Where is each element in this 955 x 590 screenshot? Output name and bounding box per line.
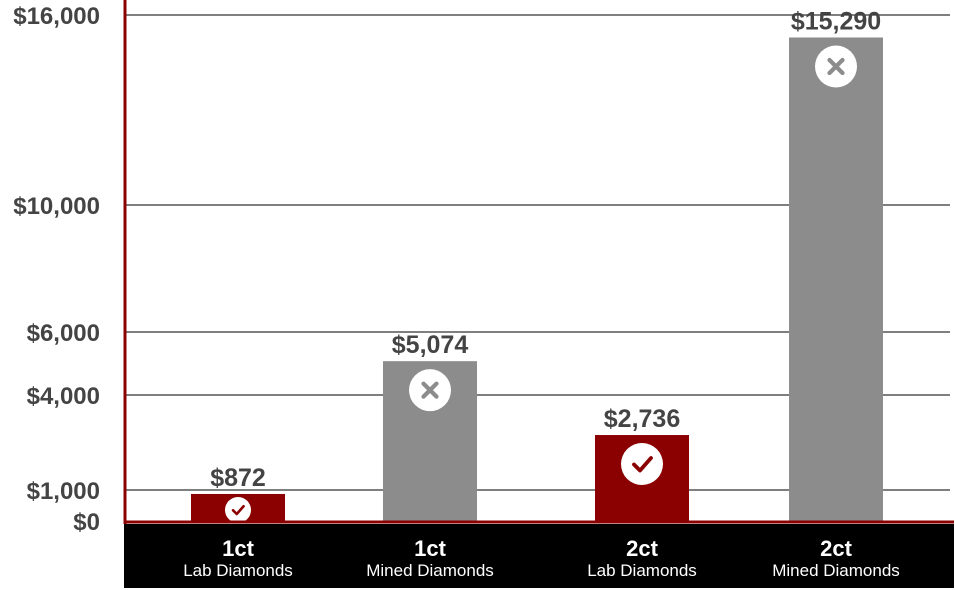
bars: $872 $5,074 $2,736 $15,290 xyxy=(191,7,883,523)
category-label-main: 1ct xyxy=(414,536,446,561)
category-label-sub: Lab Diamonds xyxy=(587,561,697,580)
category-label-sub: Mined Diamonds xyxy=(366,561,494,580)
category-band-background xyxy=(124,524,954,588)
y-tick-label: $1,000 xyxy=(27,478,100,505)
bar-value-label: $15,290 xyxy=(791,7,881,35)
y-tick-label: $16,000 xyxy=(13,3,100,30)
check-icon xyxy=(225,496,251,523)
bar-value-label: $5,074 xyxy=(392,331,469,359)
x-icon xyxy=(815,45,857,88)
bar-value-label: $2,736 xyxy=(604,405,680,433)
category-label-main: 1ct xyxy=(222,536,254,561)
category-label-sub: Mined Diamonds xyxy=(772,561,900,580)
check-icon xyxy=(621,443,663,486)
bar xyxy=(789,37,883,521)
category-label-main: 2ct xyxy=(820,536,852,561)
category-label-sub: Lab Diamonds xyxy=(183,561,293,580)
bar-value-label: $872 xyxy=(210,464,266,492)
y-tick-label: $10,000 xyxy=(13,193,100,220)
y-tick-label: $6,000 xyxy=(27,320,100,347)
category-label-main: 2ct xyxy=(626,536,658,561)
x-icon xyxy=(409,369,451,412)
y-tick-label: $0 xyxy=(73,509,100,536)
y-axis-ticks: $0 $1,000 $4,000 $6,000 $10,000 $16,000 xyxy=(13,3,100,536)
y-tick-label: $4,000 xyxy=(27,383,100,410)
